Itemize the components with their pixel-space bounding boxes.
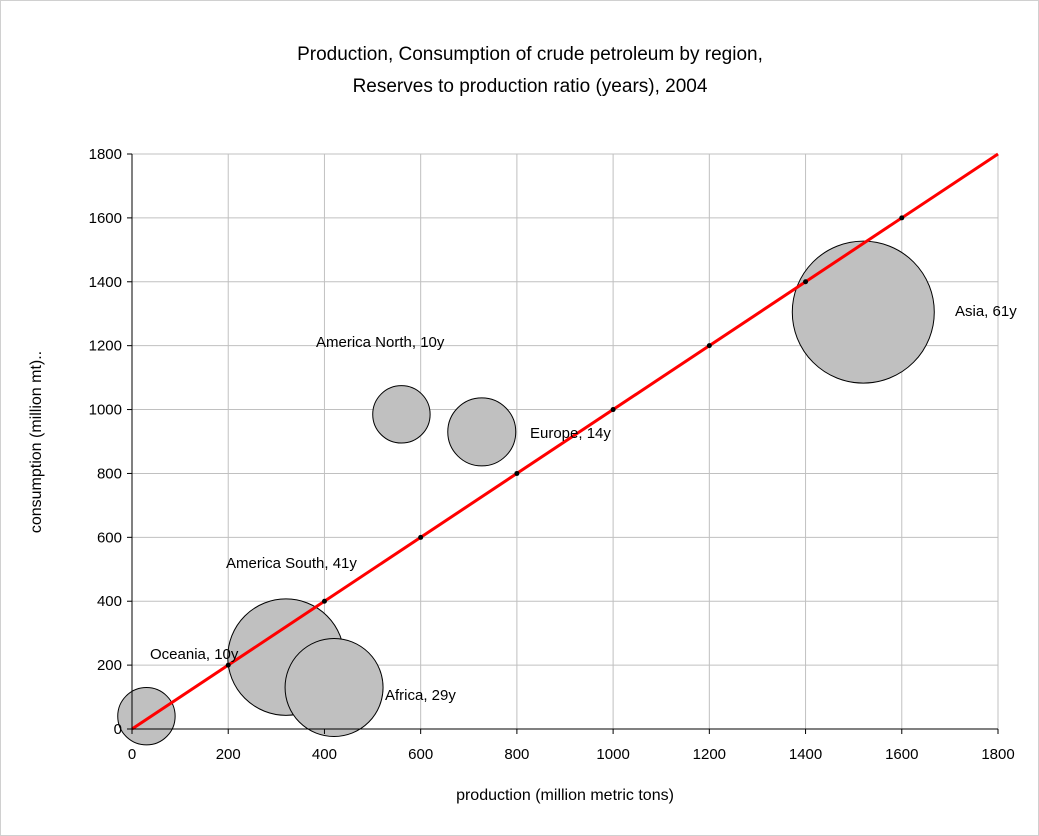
x-tick-label: 800 (504, 746, 529, 763)
reference-point (706, 343, 712, 349)
bubble (372, 385, 431, 444)
axes: 0 200 400 600 800 1000 1200 1400 1600 1800 0 200 400… (89, 146, 1015, 763)
bubble (284, 637, 384, 737)
bubble-label: America North, 10y (316, 334, 445, 351)
y-tick-label: 1000 (89, 402, 122, 419)
reference-point (225, 662, 231, 668)
x-tick-label: 1200 (693, 746, 726, 763)
x-tick-label: 1000 (596, 746, 629, 763)
y-tick-label: 1600 (89, 210, 122, 227)
bubble-label: Asia, 61y (955, 303, 1017, 320)
reference-line (131, 152, 999, 731)
reference-point (803, 279, 809, 285)
x-tick-label: 600 (408, 746, 433, 763)
bubble-labels: Oceania, 10y Africa, 29y America South, 41… (150, 303, 1017, 704)
bubble (447, 397, 517, 467)
reference-point (418, 534, 424, 540)
chart-title: Production, Consumption of crude petrole… (297, 44, 763, 65)
y-tick-label: 800 (97, 465, 122, 482)
x-axis-label: production (million metric tons) (456, 787, 674, 804)
y-tick-label: 600 (97, 529, 122, 546)
reference-point (514, 470, 520, 476)
x-tick-label: 0 (128, 746, 136, 763)
bubble (791, 240, 935, 384)
chart-subtitle: Reserves to production ratio (years), 20… (353, 76, 708, 97)
y-tick-label: 1400 (89, 274, 122, 291)
x-tick-label: 1400 (789, 746, 822, 763)
y-tick-label: 1800 (89, 146, 122, 163)
reference-point (899, 215, 905, 221)
bubble-label: America South, 41y (226, 555, 357, 572)
x-tick-label: 200 (216, 746, 241, 763)
bubble-label: Oceania, 10y (150, 646, 239, 663)
x-tick-label: 1800 (981, 746, 1014, 763)
y-tick-label: 200 (97, 657, 122, 674)
reference-line-group (131, 152, 999, 731)
y-axis-label: consumption (million mt).. (28, 351, 45, 533)
reference-point (610, 407, 616, 413)
x-tick-label: 1600 (885, 746, 918, 763)
x-tick-label: 400 (312, 746, 337, 763)
bubble (117, 687, 176, 746)
bubble-label: Africa, 29y (385, 687, 456, 704)
reference-point (321, 598, 327, 604)
y-tick-label: 0 (114, 721, 122, 738)
bubble-label: Europe, 14y (530, 425, 611, 442)
y-tick-label: 400 (97, 593, 122, 610)
y-tick-label: 1200 (89, 338, 122, 355)
